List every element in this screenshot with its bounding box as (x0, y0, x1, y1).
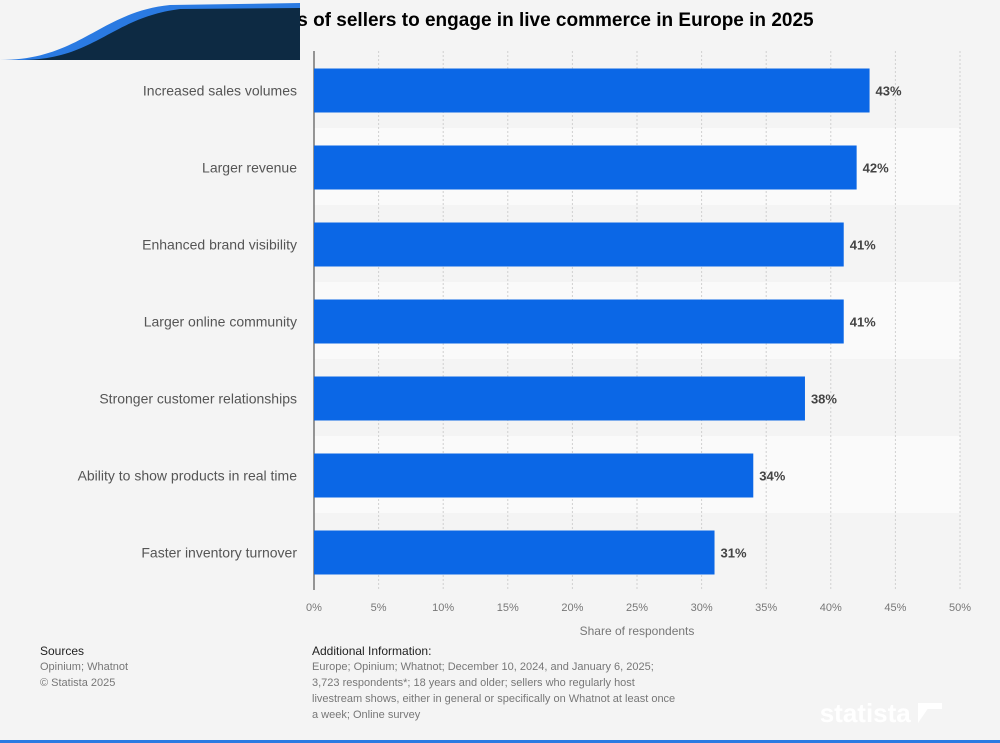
x-tick-label: 40% (820, 602, 842, 614)
x-tick-label: 20% (561, 602, 583, 614)
x-tick-label: 15% (497, 602, 519, 614)
bar (314, 530, 715, 575)
bar (314, 453, 754, 498)
info-heading: Additional Information: (312, 644, 432, 658)
category-label: Enhanced brand visibility (142, 237, 297, 253)
bar (314, 376, 805, 421)
data-label: 42% (863, 161, 889, 176)
x-tick-label: 25% (626, 602, 648, 614)
bottom-bar (0, 740, 1000, 743)
x-tick-label: 30% (691, 602, 713, 614)
data-label: 43% (876, 84, 902, 99)
bar (314, 299, 844, 344)
category-label: Larger revenue (202, 160, 297, 176)
additional-info: Additional Information: Europe; Opinium;… (312, 643, 675, 723)
bar (314, 222, 844, 267)
info-line: livestream shows, either in general or s… (312, 693, 676, 705)
x-tick-label: 5% (371, 602, 387, 614)
info-line: 3,723 respondents*; 18 years and older; … (312, 677, 635, 689)
x-tick-label: 50% (949, 602, 971, 614)
copyright: © Statista 2025 (40, 677, 116, 689)
data-label: 31% (721, 546, 747, 561)
category-label: Ability to show products in real time (78, 468, 298, 484)
x-tick-label: 45% (884, 602, 906, 614)
bar (314, 68, 870, 113)
category-label: Increased sales volumes (143, 83, 297, 99)
category-label: Larger online community (144, 314, 297, 330)
x-axis-title: Share of respondents (580, 624, 695, 638)
category-label: Faster inventory turnover (141, 545, 297, 561)
data-label: 41% (850, 238, 876, 253)
logo-mark-icon (918, 703, 942, 723)
info-line: Europe; Opinium; Whatnot; December 10, 2… (312, 661, 654, 673)
sources-block: Sources Opinium; Whatnot © Statista 2025 (40, 643, 128, 691)
info-line: a week; Online survey (312, 709, 421, 721)
logo-swoosh (0, 3, 300, 60)
category-label: Stronger customer relationships (99, 391, 297, 407)
sources-heading: Sources (40, 644, 85, 658)
data-label: 34% (759, 469, 785, 484)
chart-title: Main benefits of sellers to engage in li… (186, 10, 814, 31)
x-tick-label: 35% (755, 602, 777, 614)
statista-logo[interactable]: statista (820, 698, 942, 729)
bar (314, 145, 857, 190)
x-tick-label: 0% (306, 602, 322, 614)
data-label: 41% (850, 315, 876, 330)
data-label: 38% (811, 392, 837, 407)
x-tick-label: 10% (432, 602, 454, 614)
bar-chart: 0% 5% 10% 15% 20% 25% 30% 35% 40% 45% 50% Increased… (78, 51, 971, 638)
sources-text[interactable]: Opinium; Whatnot (40, 661, 129, 673)
